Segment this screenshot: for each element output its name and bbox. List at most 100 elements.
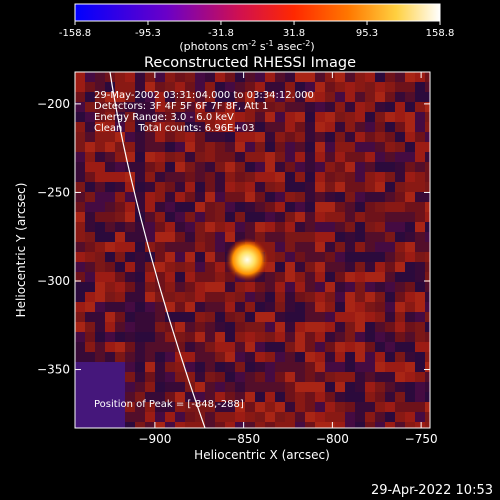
heatmap-cell [255,372,265,382]
heatmap-cell [325,412,335,422]
heatmap-cell [145,102,155,112]
heatmap-cell [215,202,225,212]
heatmap-cell [405,222,415,232]
heatmap-cell [165,132,175,142]
heatmap-cell [395,422,405,428]
heatmap-cell [185,212,195,222]
heatmap-cell [365,262,375,272]
heatmap-cell [105,122,115,132]
heatmap-cell [415,72,425,82]
heatmap-cell [145,182,155,192]
heatmap-cell [145,242,155,252]
heatmap-cell [385,362,395,372]
heatmap-cell [165,82,175,92]
heatmap-cell [285,132,295,142]
heatmap-cell [295,242,305,252]
heatmap-cell [165,372,175,382]
heatmap-cell [145,252,155,262]
heatmap-cell [115,302,125,312]
heatmap-cell [195,392,205,402]
heatmap-cell [135,252,145,262]
heatmap-cell [75,252,85,262]
heatmap-cell [145,72,155,82]
heatmap-cell [245,352,255,362]
heatmap-cell [135,292,145,302]
heatmap-cell [315,202,325,212]
heatmap-cell [395,82,405,92]
heatmap-cell [75,322,85,332]
heatmap-cell [355,402,365,412]
heatmap-cell [275,322,285,332]
heatmap-cell [155,72,165,82]
heatmap-cell [105,392,115,402]
heatmap-cell [425,382,430,392]
heatmap-cell [425,292,430,302]
heatmap-cell [255,282,265,292]
heatmap-cell [405,172,415,182]
heatmap-cell [275,352,285,362]
heatmap-cell [125,222,135,232]
heatmap-cell [105,222,115,232]
heatmap-cell [275,212,285,222]
heatmap-cell [415,372,425,382]
heatmap-cell [415,152,425,162]
heatmap-cell [205,382,215,392]
heatmap-cell [365,132,375,142]
heatmap-cell [395,372,405,382]
heatmap-cell [355,302,365,312]
heatmap-cell [345,282,355,292]
heatmap-cell [115,202,125,212]
heatmap-cell [385,292,395,302]
heatmap-cell [315,72,325,82]
heatmap-cell [375,362,385,372]
heatmap-cell [225,142,235,152]
heatmap-cell [345,72,355,82]
heatmap-cell [145,362,155,372]
heatmap-cell [255,112,265,122]
heatmap-cell [125,322,135,332]
heatmap-cell [345,82,355,92]
heatmap-cell [335,262,345,272]
heatmap-cell [305,422,315,428]
heatmap-cell [265,332,275,342]
heatmap-cell [355,312,365,322]
heatmap-cell [375,202,385,212]
heatmap-cell [155,412,165,422]
heatmap-cell [335,172,345,182]
heatmap-cell [375,142,385,152]
heatmap-cell [305,182,315,192]
heatmap-cell [275,412,285,422]
heatmap-cell [285,402,295,412]
heatmap-cell [295,162,305,172]
heatmap-cell [175,352,185,362]
heatmap-cell [365,302,375,312]
heatmap-cell [205,92,215,102]
heatmap-cell [75,302,85,312]
heatmap-cell [375,272,385,282]
heatmap-cell [165,312,175,322]
heatmap-cell [235,112,245,122]
heatmap-cell [235,352,245,362]
heatmap-cell [165,192,175,202]
colorbar-tick-label: 158.8 [426,28,455,39]
heatmap-cell [175,112,185,122]
heatmap-cell [235,172,245,182]
heatmap-cell [315,402,325,412]
heatmap-cell [165,342,175,352]
heatmap-cell [105,102,115,112]
heatmap-cell [315,232,325,242]
heatmap-cell [195,72,205,82]
heatmap-cell [295,82,305,92]
heatmap-cell [85,282,95,292]
heatmap-cell [355,162,365,172]
heatmap-cell [355,252,365,262]
heatmap-cell [355,392,365,402]
heatmap-cell [395,142,405,152]
heatmap-cell [355,82,365,92]
heatmap-cell [375,162,385,172]
heatmap-cell [115,362,125,372]
heatmap-cell [85,332,95,342]
heatmap-cell [375,412,385,422]
heatmap-cell [285,82,295,92]
heatmap-cell [305,112,315,122]
